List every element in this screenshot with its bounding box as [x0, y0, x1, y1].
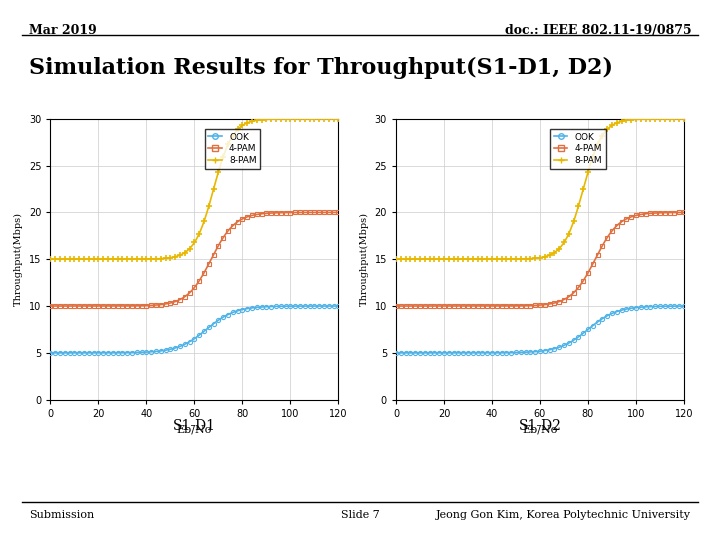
- Text: S1-D1: S1-D1: [173, 418, 216, 433]
- Text: doc.: IEEE 802.11-19/0875: doc.: IEEE 802.11-19/0875: [505, 24, 691, 37]
- X-axis label: Eb/No: Eb/No: [522, 424, 558, 434]
- Text: Submission: Submission: [29, 510, 94, 521]
- Text: Simulation Results for Throughput(S1-D1, D2): Simulation Results for Throughput(S1-D1,…: [29, 57, 613, 79]
- Text: Mar 2019: Mar 2019: [29, 24, 96, 37]
- Text: Jeong Gon Kim, Korea Polytechnic University: Jeong Gon Kim, Korea Polytechnic Univers…: [436, 510, 691, 521]
- Text: S1-D2: S1-D2: [518, 418, 562, 433]
- X-axis label: Eb/No: Eb/No: [176, 424, 212, 434]
- Y-axis label: Throughput(Mbps): Throughput(Mbps): [14, 212, 23, 306]
- Legend: OOK, 4-PAM, 8-PAM: OOK, 4-PAM, 8-PAM: [204, 129, 261, 168]
- Y-axis label: Throughput(Mbps): Throughput(Mbps): [360, 212, 369, 306]
- Text: Slide 7: Slide 7: [341, 510, 379, 521]
- Legend: OOK, 4-PAM, 8-PAM: OOK, 4-PAM, 8-PAM: [550, 129, 606, 168]
